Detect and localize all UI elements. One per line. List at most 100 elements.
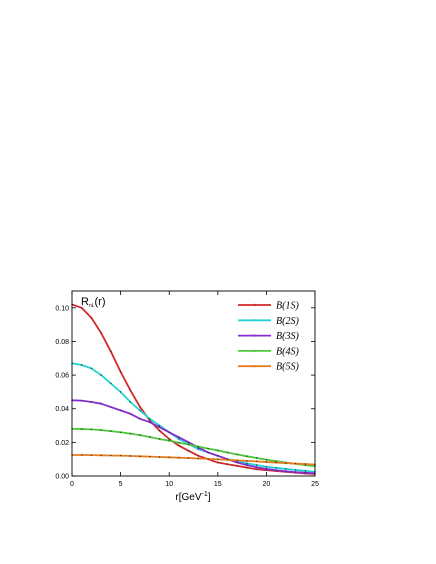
y-axis-title-main: R (81, 296, 89, 308)
data-point (178, 456, 180, 459)
data-point (236, 459, 238, 462)
data-point (226, 451, 229, 454)
data-point (119, 431, 122, 433)
data-point (90, 454, 93, 456)
data-point (168, 431, 170, 433)
data-point (226, 463, 229, 465)
data-point (129, 432, 132, 435)
series-line (72, 454, 316, 466)
x-tick-label: 0 (70, 481, 74, 488)
data-point (168, 456, 170, 459)
data-point (187, 457, 190, 459)
y-tick-label: 0.04 (55, 406, 69, 413)
data-point (110, 454, 112, 457)
data-point (158, 424, 161, 427)
data-point (246, 466, 248, 469)
y-axis-title: RnL(r) (81, 296, 106, 309)
series-line (71, 428, 316, 468)
data-point (207, 458, 209, 460)
data-point (178, 438, 180, 440)
data-point (226, 459, 229, 461)
data-point (197, 455, 200, 457)
x-axis-title-main: r[GeV (175, 492, 201, 503)
data-point (255, 466, 258, 468)
data-point (197, 448, 200, 450)
data-point (129, 413, 132, 415)
data-point (285, 470, 287, 472)
data-point (265, 461, 268, 463)
data-point (110, 350, 112, 353)
data-point (90, 317, 93, 319)
legend-marker (253, 334, 256, 337)
x-tick-label: 25 (311, 481, 319, 488)
data-point (255, 468, 258, 470)
data-point (149, 421, 151, 423)
data-point (149, 418, 151, 420)
legend-marker (253, 319, 256, 322)
data-point (158, 429, 161, 432)
y-axis-ticks: 0.00 0.02 0.04 0.06 0.08 0.10 (55, 305, 315, 481)
data-point (187, 443, 190, 446)
plot-frame (71, 290, 316, 477)
legend-label: B(3S) (276, 331, 299, 342)
data-point (187, 450, 190, 452)
data-point (255, 464, 258, 466)
data-point (81, 399, 83, 402)
data-point (178, 445, 180, 447)
data-point (100, 332, 102, 334)
data-point (236, 465, 238, 467)
legend-marker (253, 303, 256, 307)
data-point (139, 434, 141, 436)
data-point (139, 455, 141, 458)
data-point (178, 436, 180, 439)
data-point (304, 470, 306, 472)
x-axis-title-sup: -1 (202, 491, 208, 498)
data-point (246, 460, 248, 462)
y-tick-label: 0.06 (55, 373, 69, 380)
data-point (217, 458, 219, 461)
data-point (139, 418, 141, 420)
data-point (207, 447, 209, 450)
data-point (81, 428, 83, 430)
data-point (90, 428, 93, 431)
legend: B(1S) B(2S) B(3S) B(4S) B(5S) (238, 301, 299, 373)
x-axis-ticks: 0 5 10 15 20 25 (70, 291, 319, 488)
data-point (81, 364, 83, 366)
x-tick-label: 10 (165, 481, 173, 488)
data-point (304, 472, 306, 474)
data-point (246, 455, 248, 458)
data-point (217, 449, 219, 452)
data-point (275, 461, 277, 464)
data-point (236, 453, 238, 456)
legend-marker (253, 365, 256, 368)
y-tick-label: 0.00 (55, 474, 69, 481)
data-point (275, 460, 277, 462)
data-point (275, 469, 277, 471)
x-tick-label: 15 (214, 481, 222, 488)
data-point (129, 401, 132, 403)
data-point (255, 457, 258, 459)
x-tick-label: 5 (119, 481, 123, 488)
data-point (119, 409, 122, 412)
data-point (119, 371, 122, 373)
data-point (100, 374, 102, 376)
data-point (119, 454, 122, 457)
y-axis-title-suffix: (r) (95, 296, 106, 308)
data-point (265, 466, 268, 468)
data-point (110, 430, 112, 432)
data-point (197, 445, 200, 448)
data-point (207, 451, 209, 454)
data-point (304, 463, 306, 465)
data-point (90, 401, 93, 403)
data-point (119, 391, 122, 393)
data-point (246, 462, 248, 465)
data-point (187, 441, 190, 444)
x-tick-label: 20 (263, 481, 271, 488)
data-point (110, 406, 112, 408)
data-point (168, 439, 170, 442)
x-axis-title-suffix: ] (208, 492, 211, 503)
data-point (81, 454, 83, 456)
data-point (197, 457, 200, 460)
data-point (129, 455, 132, 457)
y-tick-label: 0.08 (55, 339, 69, 346)
